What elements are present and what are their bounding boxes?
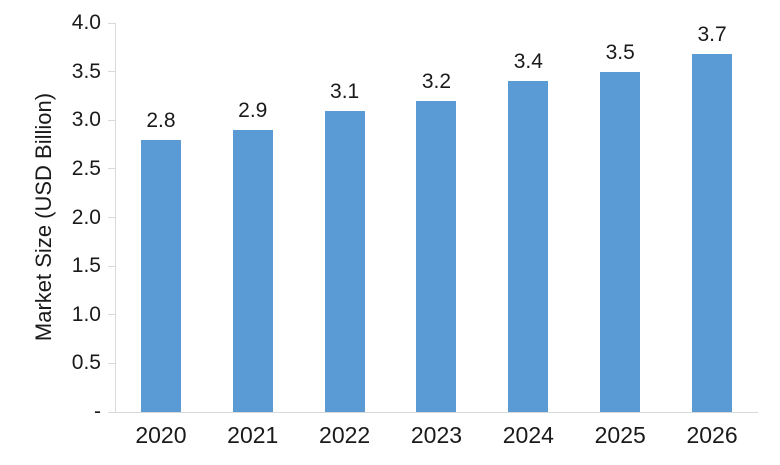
x-axis-label-2023: 2023 [410,422,463,448]
y-axis-tick-label: 2.5 [71,156,101,180]
y-axis-tick-label: 3.5 [71,59,101,83]
data-label-2020: 2.8 [146,108,176,132]
bar-2022 [324,110,365,412]
bar-2021 [232,129,273,412]
y-axis-tick-label: - [94,400,101,423]
data-label-2026: 3.7 [697,23,727,46]
bar-2020 [140,139,181,412]
y-axis-tick-label: 3.0 [71,108,101,132]
x-axis-label-2024: 2024 [502,422,554,448]
bar-group-2023: 3.2 [391,23,483,412]
bar-group-2024: 3.4 [482,23,574,412]
data-label-2024: 3.4 [513,50,543,74]
data-label-2023: 3.2 [421,69,452,93]
x-axis-label-2022: 2022 [319,422,371,448]
y-axis-tick-mark [108,22,115,24]
y-axis-tick-mark [108,217,115,218]
y-axis-tick-mark [108,314,115,316]
y-axis-tick-mark [108,362,115,364]
data-label-2021: 2.9 [238,98,268,122]
bar-2026 [692,54,733,412]
bar-group-2020: 2.8 [115,23,207,412]
x-axis-label-2025: 2025 [594,422,646,448]
bar-group-2021: 2.9 [207,23,299,412]
data-label-2025: 3.5 [605,40,635,64]
y-axis-tick-mark [108,168,115,170]
y-axis-tick-mark [108,265,115,267]
data-label-2022: 3.1 [330,79,360,103]
x-axis-label-2020: 2020 [135,422,187,448]
bar-2023 [416,100,457,412]
y-axis-tick-label: 4.0 [71,11,101,34]
y-axis-tick-label: 1.5 [71,254,101,278]
plot-area: - 0.5 1.0 1.5 2.0 2.5 3.0 3.5 4.0 2.8 2.9 3.1 3.2 3.… [72,11,758,448]
bar-group-2025: 3.5 [574,23,666,412]
y-axis-tick-label: 1.0 [71,302,101,326]
y-axis-tick-mark [108,71,115,73]
bar-group-2022: 3.1 [299,23,391,412]
y-axis-tick-mark [108,411,115,413]
bar-group-2026: 3.7 [666,23,758,412]
bar-2024 [508,81,549,412]
x-axis-label-2026: 2026 [686,422,738,448]
y-axis-line [115,23,116,412]
x-axis-label-2021: 2021 [227,422,279,448]
y-axis-tick-label: 0.5 [71,351,101,375]
bar-2025 [600,71,641,412]
y-axis-tick-mark [108,119,115,121]
x-axis-line [115,412,758,413]
y-axis-tick-label: 2.0 [71,205,101,229]
